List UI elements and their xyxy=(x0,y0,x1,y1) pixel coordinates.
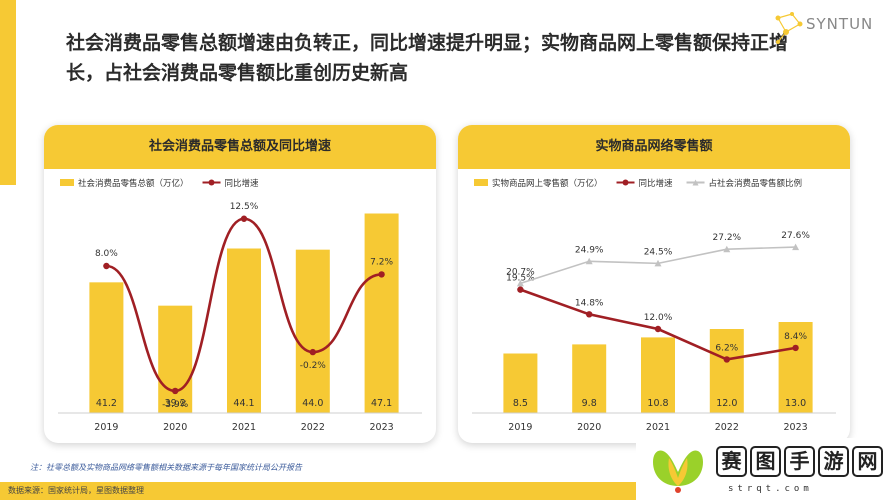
bar xyxy=(295,249,330,413)
growth-rate-marker xyxy=(586,311,593,318)
bar xyxy=(572,344,607,413)
bar-value-label: 44.0 xyxy=(302,398,323,409)
bar-value-label: 9.8 xyxy=(582,398,597,409)
retail-sales-chart: 社会消费品零售总额（万亿） 同比增速 41.2 39.2 44.1 44.0 47.1 8.0… xyxy=(58,178,422,433)
footnote: 注：社零总额及实物商品网络零售额相关数据来源于每年国家统计局公开报告 xyxy=(30,463,302,472)
point-value-label: 6.2% xyxy=(715,343,738,353)
bar-value-label: 44.1 xyxy=(233,398,254,409)
growth-rate-marker xyxy=(240,215,248,222)
legend-marker xyxy=(692,179,699,186)
x-tick-label: 2023 xyxy=(784,422,808,433)
data-source: 数据来源：国家统计局，星图数据整理 xyxy=(8,486,144,495)
legend-swatch xyxy=(60,179,74,186)
syntun-logo-icon xyxy=(775,12,803,44)
point-value-label: 19.5% xyxy=(506,274,535,284)
point-value-label: 27.2% xyxy=(713,233,742,243)
bar xyxy=(89,282,124,413)
x-tick-label: 2019 xyxy=(508,422,532,433)
growth-rate-marker xyxy=(654,325,662,333)
point-value-label: -3.9% xyxy=(162,400,189,410)
legend-label: 同比增速 xyxy=(225,178,260,189)
watermark-logo-icon xyxy=(653,450,703,493)
bar-value-label: 10.8 xyxy=(647,398,668,409)
point-value-label: 8.4% xyxy=(784,332,807,342)
growth-rate-marker xyxy=(723,356,730,363)
x-tick-label: 2023 xyxy=(370,422,394,433)
legend-label: 占社会消费品零售额比例 xyxy=(709,178,803,189)
legend-marker xyxy=(622,179,629,186)
watermark-text: 赛 图 手 游 网 xyxy=(716,446,883,477)
logo-text: SYNTUN xyxy=(806,15,874,33)
x-tick-label: 2021 xyxy=(646,422,670,433)
online-retail-chart: 实物商品网上零售额（万亿） 同比增速 占社会消费品零售额比例 8.5 9.8 10.8 12… xyxy=(472,178,836,433)
share-marker xyxy=(654,259,662,267)
point-value-label: -0.2% xyxy=(300,361,327,371)
bar-value-label: 13.0 xyxy=(785,398,806,409)
point-value-label: 24.5% xyxy=(644,247,673,257)
point-value-label: 20.7% xyxy=(506,267,535,277)
point-value-label: 8.0% xyxy=(95,249,118,259)
legend-marker xyxy=(208,179,215,186)
chart-title: 实物商品网络零售额 xyxy=(458,125,850,169)
watermark-char: 手 xyxy=(784,446,815,477)
x-tick-label: 2021 xyxy=(232,422,256,433)
x-tick-label: 2020 xyxy=(577,422,601,433)
growth-rate-marker xyxy=(103,262,110,270)
bar-value-label: 39.2 xyxy=(165,398,186,409)
watermark-char: 游 xyxy=(818,446,849,477)
point-value-label: 12.0% xyxy=(644,313,673,323)
growth-rate-marker xyxy=(172,387,179,395)
accent-bar xyxy=(0,0,16,185)
point-value-label: 12.5% xyxy=(230,202,259,212)
x-tick-label: 2020 xyxy=(163,422,187,433)
watermark-char: 图 xyxy=(750,446,781,477)
watermark-char: 网 xyxy=(852,446,883,477)
bar xyxy=(709,329,744,413)
bar xyxy=(641,337,675,413)
share-marker xyxy=(516,279,524,287)
legend-swatch xyxy=(474,179,488,186)
bar-value-label: 47.1 xyxy=(371,398,392,409)
watermark-char: 赛 xyxy=(716,446,747,477)
growth-rate-marker xyxy=(517,286,524,293)
bar xyxy=(503,353,538,413)
x-tick-label: 2022 xyxy=(715,422,739,433)
point-value-label: 24.9% xyxy=(575,245,604,255)
retail-sales-panel: 社会消费品零售总额及同比增速 社会消费品零售总额（万亿） 同比增速 41.2 39.2… xyxy=(44,125,436,443)
watermark-url: strqt.com xyxy=(728,484,813,494)
growth-rate-marker xyxy=(309,348,316,356)
share-marker xyxy=(585,257,593,265)
point-value-label: 27.6% xyxy=(781,231,810,241)
bar-value-label: 12.0 xyxy=(716,398,737,409)
point-value-label: 7.2% xyxy=(370,257,393,267)
x-tick-label: 2019 xyxy=(94,422,118,433)
growth-rate-marker xyxy=(792,344,799,352)
point-value-label: 14.8% xyxy=(575,298,604,308)
legend-label: 社会消费品零售总额（万亿） xyxy=(78,178,189,189)
bar xyxy=(227,248,261,413)
online-retail-panel: 实物商品网络零售额 实物商品网上零售额（万亿） 同比增速 占社会消费品零售额比例 8.… xyxy=(458,125,850,443)
share-marker xyxy=(723,245,731,253)
share-marker xyxy=(792,243,800,251)
bar-value-label: 41.2 xyxy=(96,398,117,409)
bar xyxy=(778,322,813,413)
chart-title: 社会消费品零售总额及同比增速 xyxy=(44,125,436,169)
bar-value-label: 8.5 xyxy=(513,398,528,409)
bar xyxy=(364,213,399,413)
legend-label: 同比增速 xyxy=(639,178,674,189)
page-headline: 社会消费品零售总额增速由负转正，同比增速提升明显；实物商品网上零售额保持正增长，… xyxy=(66,32,789,84)
growth-rate-marker xyxy=(378,271,385,278)
bar xyxy=(158,305,193,413)
x-tick-label: 2022 xyxy=(301,422,325,433)
legend-label: 实物商品网上零售额（万亿） xyxy=(492,178,603,189)
